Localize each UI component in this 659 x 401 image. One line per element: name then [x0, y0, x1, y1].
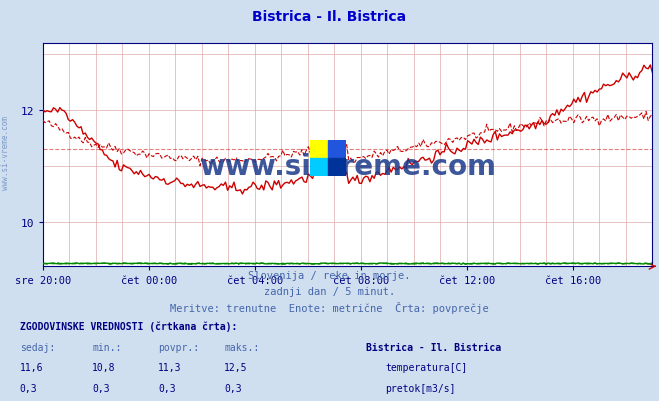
Text: 0,3: 0,3: [158, 383, 176, 393]
Text: 0,3: 0,3: [20, 383, 38, 393]
Text: 12,5: 12,5: [224, 363, 248, 373]
Text: www.si-vreme.com: www.si-vreme.com: [199, 152, 496, 180]
Text: min.:: min.:: [92, 342, 122, 352]
Text: pretok[m3/s]: pretok[m3/s]: [386, 383, 456, 393]
Text: maks.:: maks.:: [224, 342, 259, 352]
Text: sedaj:: sedaj:: [20, 342, 55, 352]
Text: 10,8: 10,8: [92, 363, 116, 373]
Bar: [310, 140, 328, 158]
Text: Meritve: trenutne  Enote: metrične  Črta: povprečje: Meritve: trenutne Enote: metrične Črta: …: [170, 301, 489, 313]
Text: Slovenija / reke in morje.: Slovenija / reke in morje.: [248, 271, 411, 281]
Text: povpr.:: povpr.:: [158, 342, 199, 352]
Text: www.si-vreme.com: www.si-vreme.com: [1, 115, 10, 189]
Text: temperatura[C]: temperatura[C]: [386, 363, 468, 373]
Text: 0,3: 0,3: [92, 383, 110, 393]
Text: 0,3: 0,3: [224, 383, 242, 393]
Text: zadnji dan / 5 minut.: zadnji dan / 5 minut.: [264, 286, 395, 296]
Bar: [328, 140, 346, 158]
Text: 11,3: 11,3: [158, 363, 182, 373]
Text: Bistrica - Il. Bistrica: Bistrica - Il. Bistrica: [252, 10, 407, 24]
Bar: [328, 158, 346, 176]
Text: 11,6: 11,6: [20, 363, 43, 373]
Text: Bistrica - Il. Bistrica: Bistrica - Il. Bistrica: [366, 342, 501, 352]
Text: ZGODOVINSKE VREDNOSTI (črtkana črta):: ZGODOVINSKE VREDNOSTI (črtkana črta):: [20, 321, 237, 331]
Bar: [310, 158, 328, 176]
